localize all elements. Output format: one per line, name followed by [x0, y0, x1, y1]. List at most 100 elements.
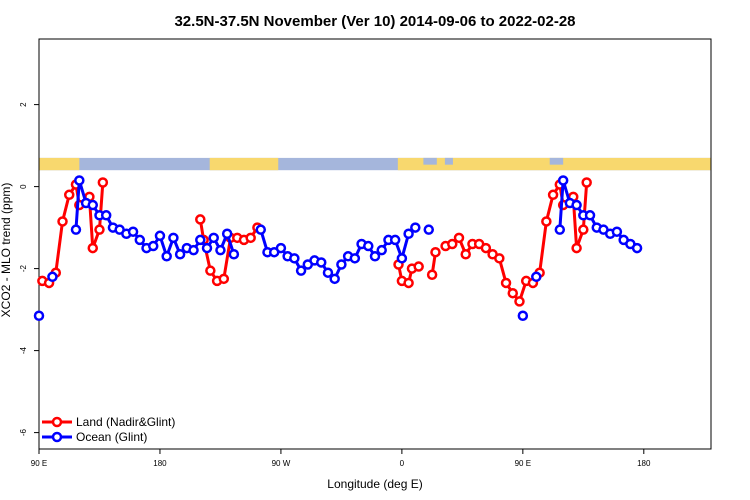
data-point-land: [413, 261, 424, 272]
land-band-segment: [39, 157, 80, 171]
data-point-ocean: [215, 244, 226, 256]
data-point-ocean: [174, 249, 186, 260]
data-point-land: [245, 232, 256, 244]
data-point-ocean: [275, 242, 287, 254]
data-point-land: [507, 287, 519, 299]
data-point-land: [581, 177, 592, 188]
data-point-ocean: [423, 224, 435, 235]
data-point-ocean: [127, 226, 139, 237]
data-point-ocean: [336, 259, 347, 270]
data-point-ocean: [134, 234, 146, 246]
data-point-land: [500, 277, 512, 289]
data-point-ocean: [70, 224, 82, 235]
y-axis: 2 0 -2 -4 -6: [19, 102, 39, 436]
y-tick-label: -2: [19, 264, 28, 272]
x-tick-label: 90 E: [31, 459, 47, 468]
data-point-land: [57, 216, 68, 227]
data-point-ocean: [154, 230, 166, 242]
data-point-ocean: [221, 228, 233, 239]
data-point-land: [460, 249, 471, 260]
chart-title: 32.5N-37.5N November (Ver 10) 2014-09-06…: [174, 13, 575, 30]
legend-marker-ocean: [51, 431, 63, 443]
data-point-land: [547, 189, 559, 201]
data-point-ocean: [322, 267, 334, 278]
data-point-ocean: [289, 253, 300, 264]
data-point-ocean: [208, 232, 219, 244]
series-line-land: [87, 182, 105, 250]
data-point-land: [403, 277, 414, 289]
data-point-land: [205, 265, 216, 276]
data-point-ocean: [554, 224, 566, 235]
data-point-land: [94, 224, 105, 235]
land-band-segment: [209, 157, 279, 171]
land-ocean-band: [39, 157, 711, 171]
data-point-ocean: [369, 251, 381, 262]
legend-label-ocean: Ocean (Glint): [76, 430, 147, 444]
plot-frame: [38, 38, 712, 450]
legend: Land (Nadir&Glint) Ocean (Glint): [42, 415, 175, 444]
data-point-land: [447, 238, 458, 250]
x-tick-label: 90 E: [515, 459, 531, 468]
data-point-land: [63, 189, 75, 201]
data-point-land: [541, 216, 552, 227]
data-point-land: [87, 242, 99, 254]
y-axis-label: XCO2 - MLO trend (ppm): [0, 183, 13, 318]
x-axis: 90 E 180 90 W 0 90 E 180: [31, 449, 651, 468]
data-point-ocean: [100, 210, 112, 221]
data-point-ocean: [147, 240, 159, 252]
legend-label-land: Land (Nadir&Glint): [76, 415, 175, 429]
data-point-ocean: [403, 228, 414, 239]
series-layer: [33, 175, 643, 321]
data-point-ocean: [329, 273, 340, 285]
data-point-ocean: [531, 271, 542, 283]
data-point-land: [195, 214, 206, 225]
x-tick-label: 180: [637, 459, 651, 468]
data-point-land: [453, 232, 465, 244]
x-axis-label: Longitude (deg E): [327, 477, 422, 491]
data-point-ocean: [349, 253, 361, 264]
ocean-band-gap: [444, 157, 453, 165]
x-tick-label: 0: [400, 459, 405, 468]
data-point-ocean: [201, 242, 213, 254]
data-point-ocean: [396, 253, 408, 264]
data-point-land: [480, 242, 492, 254]
data-point-ocean: [376, 244, 387, 256]
data-point-ocean: [168, 232, 179, 244]
data-point-ocean: [188, 244, 199, 256]
series-line-land: [571, 182, 589, 250]
data-point-land: [514, 296, 525, 307]
data-point-ocean: [571, 199, 582, 211]
y-tick-label: -4: [19, 346, 28, 354]
y-tick-label: 0: [19, 184, 28, 189]
data-point-land: [430, 246, 441, 258]
y-tick-label: 2: [19, 102, 28, 107]
data-point-ocean: [195, 234, 206, 246]
data-point-ocean: [33, 310, 45, 321]
ocean-band-gap: [423, 157, 437, 165]
data-point-ocean: [631, 242, 643, 254]
data-point-ocean: [584, 210, 596, 221]
data-point-land: [218, 273, 230, 285]
x-tick-label: 90 W: [272, 459, 291, 468]
data-point-ocean: [315, 257, 327, 268]
data-point-land: [571, 242, 582, 254]
x-tick-label: 180: [153, 459, 167, 468]
data-point-ocean: [47, 271, 58, 283]
data-point-land: [426, 269, 438, 280]
data-point-land: [578, 224, 589, 235]
data-point-land: [97, 177, 109, 188]
data-point-ocean: [389, 234, 401, 246]
data-point-ocean: [557, 175, 569, 186]
data-point-ocean: [74, 175, 85, 186]
legend-marker-land: [51, 416, 63, 428]
data-point-ocean: [295, 265, 307, 276]
data-point-ocean: [611, 226, 623, 237]
data-point-ocean: [228, 249, 240, 260]
data-point-ocean: [161, 251, 172, 262]
y-tick-label: -6: [19, 428, 28, 436]
data-point-ocean: [517, 310, 529, 321]
data-point-ocean: [87, 199, 99, 211]
ocean-band-gap: [549, 157, 564, 165]
data-point-ocean: [363, 240, 374, 252]
